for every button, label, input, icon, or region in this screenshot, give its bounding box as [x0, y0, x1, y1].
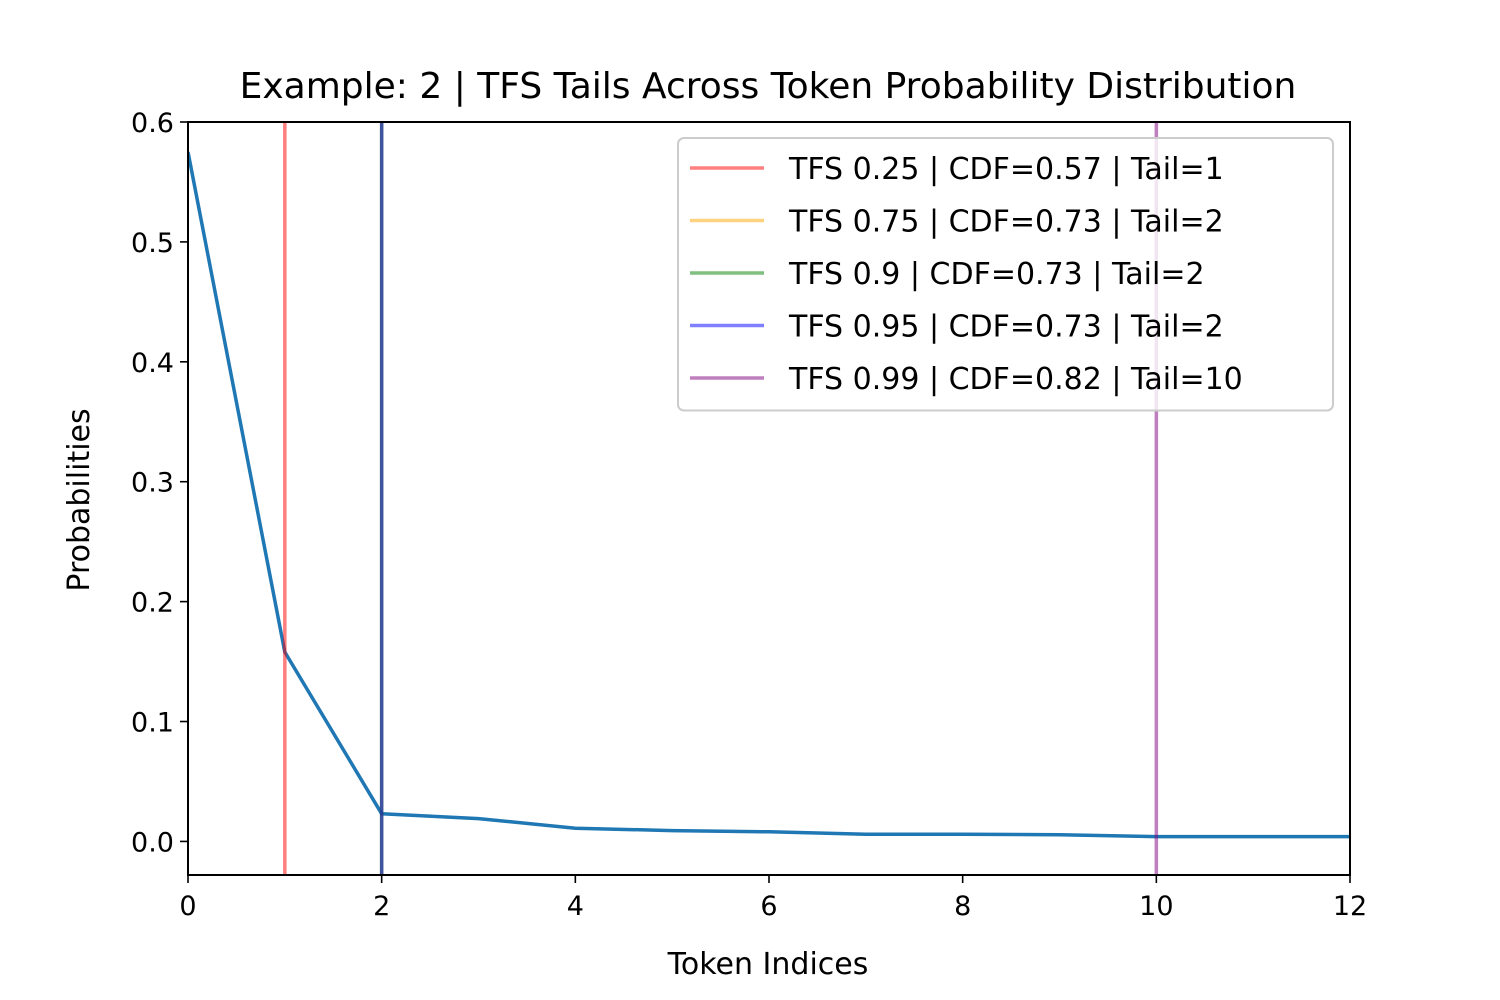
- y-tick-label: 0.4: [131, 348, 174, 379]
- legend-box: [677, 137, 1334, 412]
- y-tick-label: 0.0: [131, 827, 174, 858]
- x-tick-label: 12: [1333, 891, 1367, 922]
- legend-label: TFS 0.75 | CDF=0.73 | Tail=2: [788, 205, 1224, 240]
- legend-label: TFS 0.95 | CDF=0.73 | Tail=2: [788, 310, 1224, 345]
- x-tick-label: 4: [567, 891, 584, 922]
- legend-label: TFS 0.25 | CDF=0.57 | Tail=1: [788, 152, 1224, 187]
- legend-label: TFS 0.9 | CDF=0.73 | Tail=2: [788, 257, 1205, 292]
- x-tick-label: 0: [179, 891, 196, 922]
- y-tick-label: 0.6: [131, 108, 174, 139]
- y-tick-label: 0.1: [131, 708, 174, 739]
- legend-label: TFS 0.99 | CDF=0.82 | Tail=10: [788, 362, 1243, 397]
- chart-title: Example: 2 | TFS Tails Across Token Prob…: [240, 66, 1297, 107]
- x-tick-label: 6: [760, 891, 777, 922]
- x-tick-label: 8: [954, 891, 971, 922]
- y-tick-label: 0.2: [131, 588, 174, 619]
- x-axis-label: Token Indices: [667, 947, 869, 982]
- x-tick-label: 2: [373, 891, 390, 922]
- y-tick-label: 0.3: [131, 468, 174, 499]
- axes: 0 2 4 6 8 10 12 0.0 0.1 0.2 0.3 0.4 0.5 0.6: [131, 108, 1367, 922]
- y-axis-label: Probabilities: [62, 408, 97, 591]
- x-tick-label: 10: [1139, 891, 1173, 922]
- legend: TFS 0.25 | CDF=0.57 | Tail=1 TFS 0.75 | C…: [677, 137, 1334, 412]
- y-tick-label: 0.5: [131, 228, 174, 259]
